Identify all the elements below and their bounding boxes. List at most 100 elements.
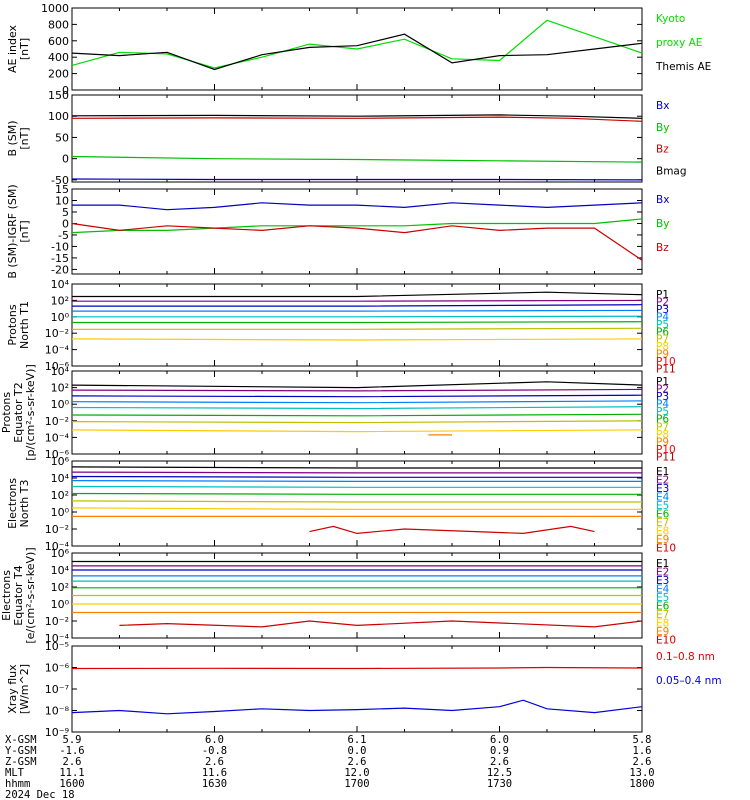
x-axis-value: 0.9	[490, 745, 509, 757]
panel-xray: 10⁻⁹ 10⁻⁸ 10⁻⁷ 10⁻⁶ 10⁻⁵ Xray flux [W/m^2] 0.1–…	[6, 640, 722, 739]
series-line-p5	[71, 406, 643, 410]
y-tick-label: 10²	[51, 382, 69, 395]
series-line-p6	[71, 413, 643, 417]
legend-label: P10	[656, 356, 676, 368]
y-tick-label: 10⁻²	[45, 327, 69, 340]
legend-label: E6	[656, 509, 670, 521]
y-tick-label: 10⁰	[51, 311, 70, 324]
legend-label: E3	[656, 483, 669, 495]
legend-label: E7	[656, 609, 669, 621]
legend-label: proxy AE	[656, 37, 702, 49]
series-line-p8	[71, 338, 643, 341]
y-tick-label: 200	[48, 68, 69, 81]
y-tick-label: 10⁻²	[45, 615, 69, 628]
y-tick-label: 10²	[51, 489, 69, 502]
legend-label: E7	[656, 517, 669, 529]
legend-label: P3	[656, 304, 669, 316]
panel-protons_equator: 10⁻⁶ 10⁻⁴ 10⁻² 10⁰ 10² 10⁴ Protons Equator T2 [p…	[0, 364, 676, 463]
y-tick-label: 10⁻⁸	[45, 705, 70, 718]
x-axis-value: 11.1	[59, 767, 84, 779]
x-axis-value: 0.0	[348, 745, 367, 757]
y-axis-label: [nT]	[18, 220, 31, 242]
legend-label: P11	[656, 364, 676, 376]
series-line-e6	[71, 492, 642, 495]
legend-label: By	[656, 122, 669, 134]
legend-label: P4	[656, 311, 669, 323]
y-tick-label: 10⁻⁹	[45, 726, 69, 739]
y-axis-label: Protons	[0, 392, 13, 433]
y-axis-label: [nT]	[18, 38, 31, 60]
series-line-p2	[72, 299, 643, 302]
x-axis-value: 6.0	[205, 734, 224, 746]
panel-b_sm: -50 0 50 100 150 B (SM) [nT] Bx By Bz Bmag	[6, 89, 687, 187]
y-tick-label: 10⁴	[51, 472, 70, 485]
panel-frame	[71, 94, 643, 183]
legend-label: P11	[656, 451, 676, 463]
x-axis-row-hhmm: hhmm 1600 1630 1700 1730 1800	[5, 778, 655, 790]
y-tick-label: 10⁻⁵	[45, 640, 69, 653]
legend-label: P9	[656, 436, 669, 448]
y-tick-label: 10⁻⁶	[45, 662, 70, 675]
legend-label: Kyoto	[656, 13, 685, 25]
series-line-p1	[72, 291, 643, 298]
plot-date: 2024 Dec 18	[5, 789, 75, 800]
series-line-e7	[71, 500, 642, 503]
x-axis-value: 5.9	[63, 734, 82, 746]
legend-label: E9	[656, 534, 669, 546]
y-tick-label: 100	[48, 110, 69, 123]
x-axis-value: 6.1	[348, 734, 367, 746]
y-tick-label: 50	[55, 131, 69, 144]
y-tick-label: 10	[55, 194, 69, 207]
y-tick-label: 600	[48, 35, 69, 48]
y-axis-label: B (SM)	[6, 120, 19, 156]
y-axis-label: [p/(cm²-s-sr-keV)]	[24, 364, 37, 461]
legend-label: P6	[656, 414, 669, 426]
y-axis-label: North T3	[18, 480, 31, 528]
y-tick-label: 10⁻⁴	[45, 540, 70, 553]
x-axis-row-mlt: MLT 11.1 11.6 12.0 12.5 13.0	[5, 767, 655, 779]
series-line-e5	[71, 485, 642, 488]
y-axis-label: Xray flux	[6, 664, 19, 714]
y-tick-label: 10⁴	[51, 278, 70, 291]
y-axis-label: [e/(cm²-s-sr-keV)]	[24, 547, 37, 643]
y-tick-label: 5	[62, 206, 69, 219]
legend-label: Bz	[656, 144, 669, 156]
legend-label: E1	[656, 558, 669, 570]
x-axis-value: 12.5	[487, 767, 512, 779]
y-tick-label: 10⁻²	[45, 415, 69, 428]
series-line-p7	[71, 420, 643, 424]
series-line-themis-ae	[71, 33, 643, 71]
x-axis-value: 1.6	[633, 745, 652, 757]
y-tick-label: 10⁰	[51, 398, 70, 411]
series-line-0-1-0-8-nm	[71, 666, 643, 670]
legend-label: Bmag	[656, 165, 687, 177]
series-line-p6	[72, 321, 643, 324]
legend-label: P8	[656, 429, 669, 441]
legend-label: E8	[656, 526, 669, 538]
y-axis-label: Equator T2	[12, 382, 25, 442]
x-axis-value: 2.6	[348, 756, 367, 768]
y-tick-label: 10⁰	[51, 598, 70, 611]
y-tick-label: 0	[62, 153, 69, 166]
legend-label: P7	[656, 334, 669, 346]
series-line-bx	[72, 202, 643, 211]
legend-label: E5	[656, 592, 669, 604]
series-line-e8	[71, 507, 642, 510]
legend-label: Themis AE	[655, 61, 711, 73]
x-axis-row-label: hhmm	[5, 778, 30, 790]
legend-label: Bz	[656, 242, 669, 254]
y-axis-label: [W/m^2]	[18, 664, 31, 714]
series-line-p3	[71, 394, 643, 398]
y-axis-label: Electrons	[0, 570, 13, 621]
y-tick-label: 10⁻⁶	[45, 360, 70, 373]
x-axis-value: 2.6	[633, 756, 652, 768]
x-axis-row-label: Z-GSM	[5, 756, 37, 768]
legend-label: E8	[656, 618, 669, 630]
legend-label: P2	[656, 384, 669, 396]
legend-label: E9	[656, 626, 669, 638]
y-tick-label: -20	[51, 263, 69, 276]
legend-label: Bx	[656, 194, 669, 206]
legend-label: P10	[656, 444, 676, 456]
legend-label: Bx	[656, 100, 669, 112]
